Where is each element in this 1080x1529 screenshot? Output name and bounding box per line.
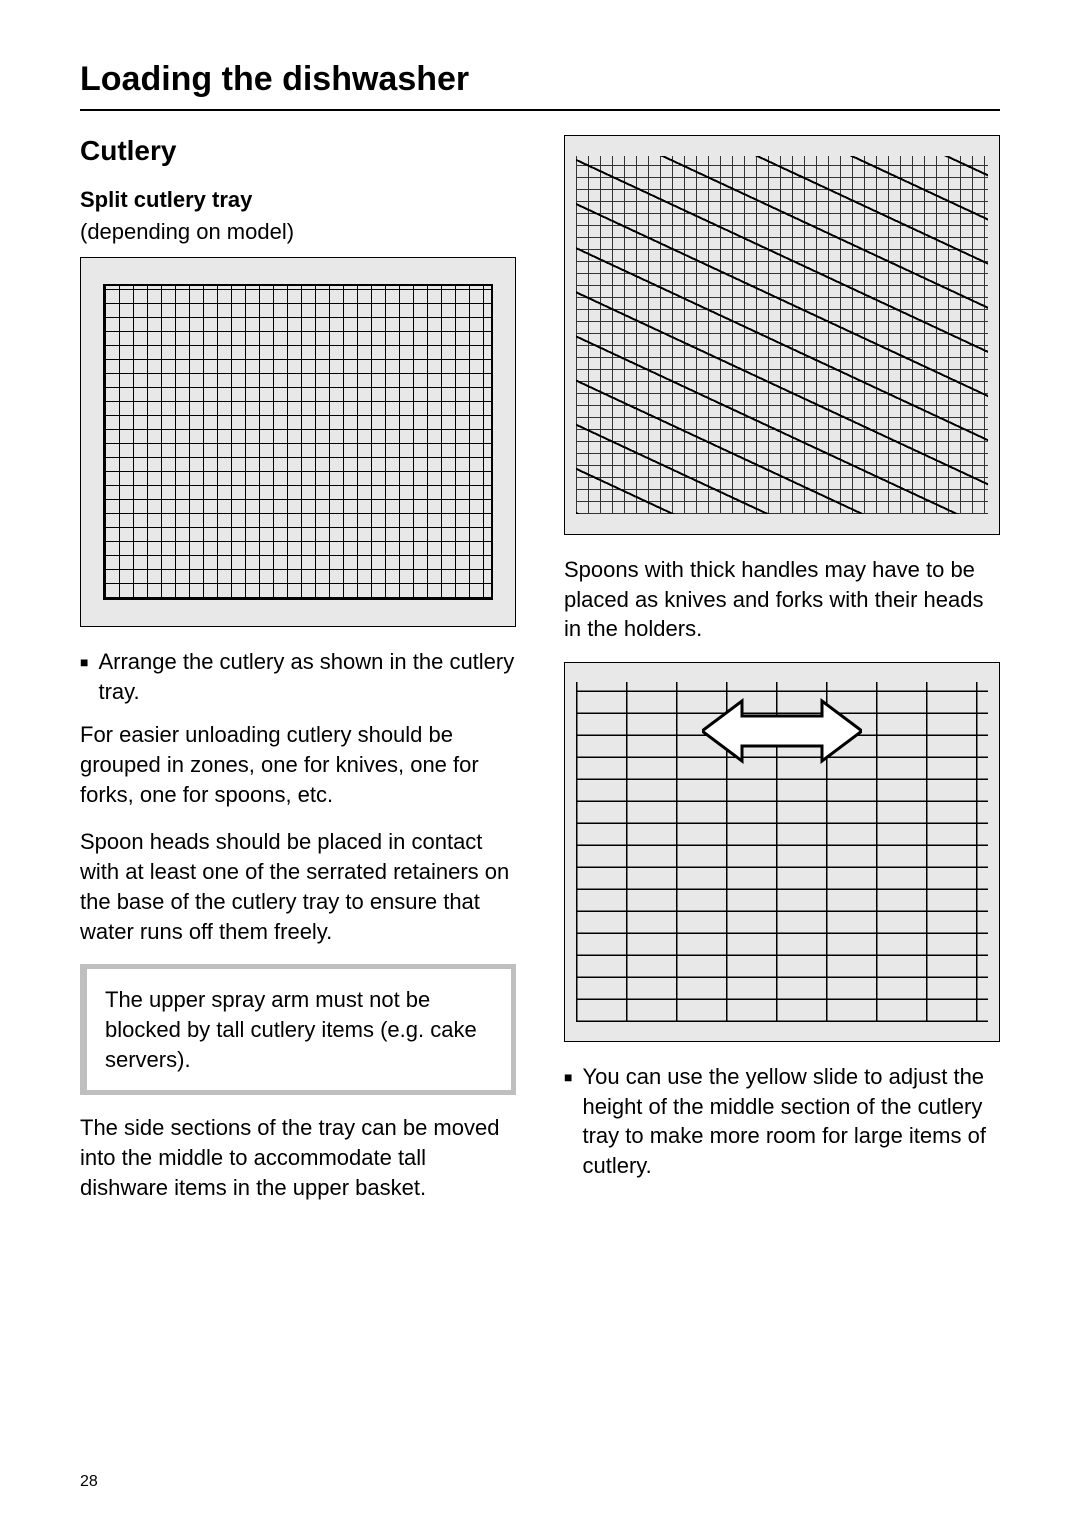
subsection-heading-split-tray: Split cutlery tray — [80, 187, 516, 213]
paragraph-side-sections: The side sections of the tray can be mov… — [80, 1113, 516, 1202]
figure-spoons-in-holders — [564, 135, 1000, 535]
bullet-square-icon: ■ — [564, 1062, 572, 1181]
bullet-text: Arrange the cutlery as shown in the cutl… — [98, 647, 516, 706]
two-column-layout: Cutlery Split cutlery tray (depending on… — [80, 135, 1000, 1220]
double-arrow-icon — [702, 696, 862, 766]
callout-text: The upper spray arm must not be blocked … — [105, 987, 477, 1071]
paragraph-thick-handles: Spoons with thick handles may have to be… — [564, 555, 1000, 644]
figure-cutlery-tray-top — [80, 257, 516, 627]
figure-yellow-slide — [564, 662, 1000, 1042]
paragraph-grouping: For easier unloading cutlery should be g… — [80, 720, 516, 809]
title-rule — [80, 109, 1000, 111]
model-note: (depending on model) — [80, 219, 516, 245]
paragraph-spoon-heads: Spoon heads should be placed in contact … — [80, 827, 516, 946]
left-column: Cutlery Split cutlery tray (depending on… — [80, 135, 516, 1220]
diagram-cutlery-tray-icon — [103, 284, 494, 600]
page-title: Loading the dishwasher — [80, 60, 1000, 99]
diagram-spoons-icon — [576, 156, 988, 514]
bullet-square-icon: ■ — [80, 647, 88, 706]
diagram-slide-icon — [576, 682, 988, 1022]
bullet-yellow-slide: ■ You can use the yellow slide to adjust… — [564, 1062, 1000, 1181]
section-heading-cutlery: Cutlery — [80, 135, 516, 167]
bullet-text: You can use the yellow slide to adjust t… — [582, 1062, 1000, 1181]
bullet-arrange-cutlery: ■ Arrange the cutlery as shown in the cu… — [80, 647, 516, 706]
callout-spray-arm: The upper spray arm must not be blocked … — [80, 964, 516, 1095]
right-column: Spoons with thick handles may have to be… — [564, 135, 1000, 1220]
page-number: 28 — [80, 1473, 98, 1491]
